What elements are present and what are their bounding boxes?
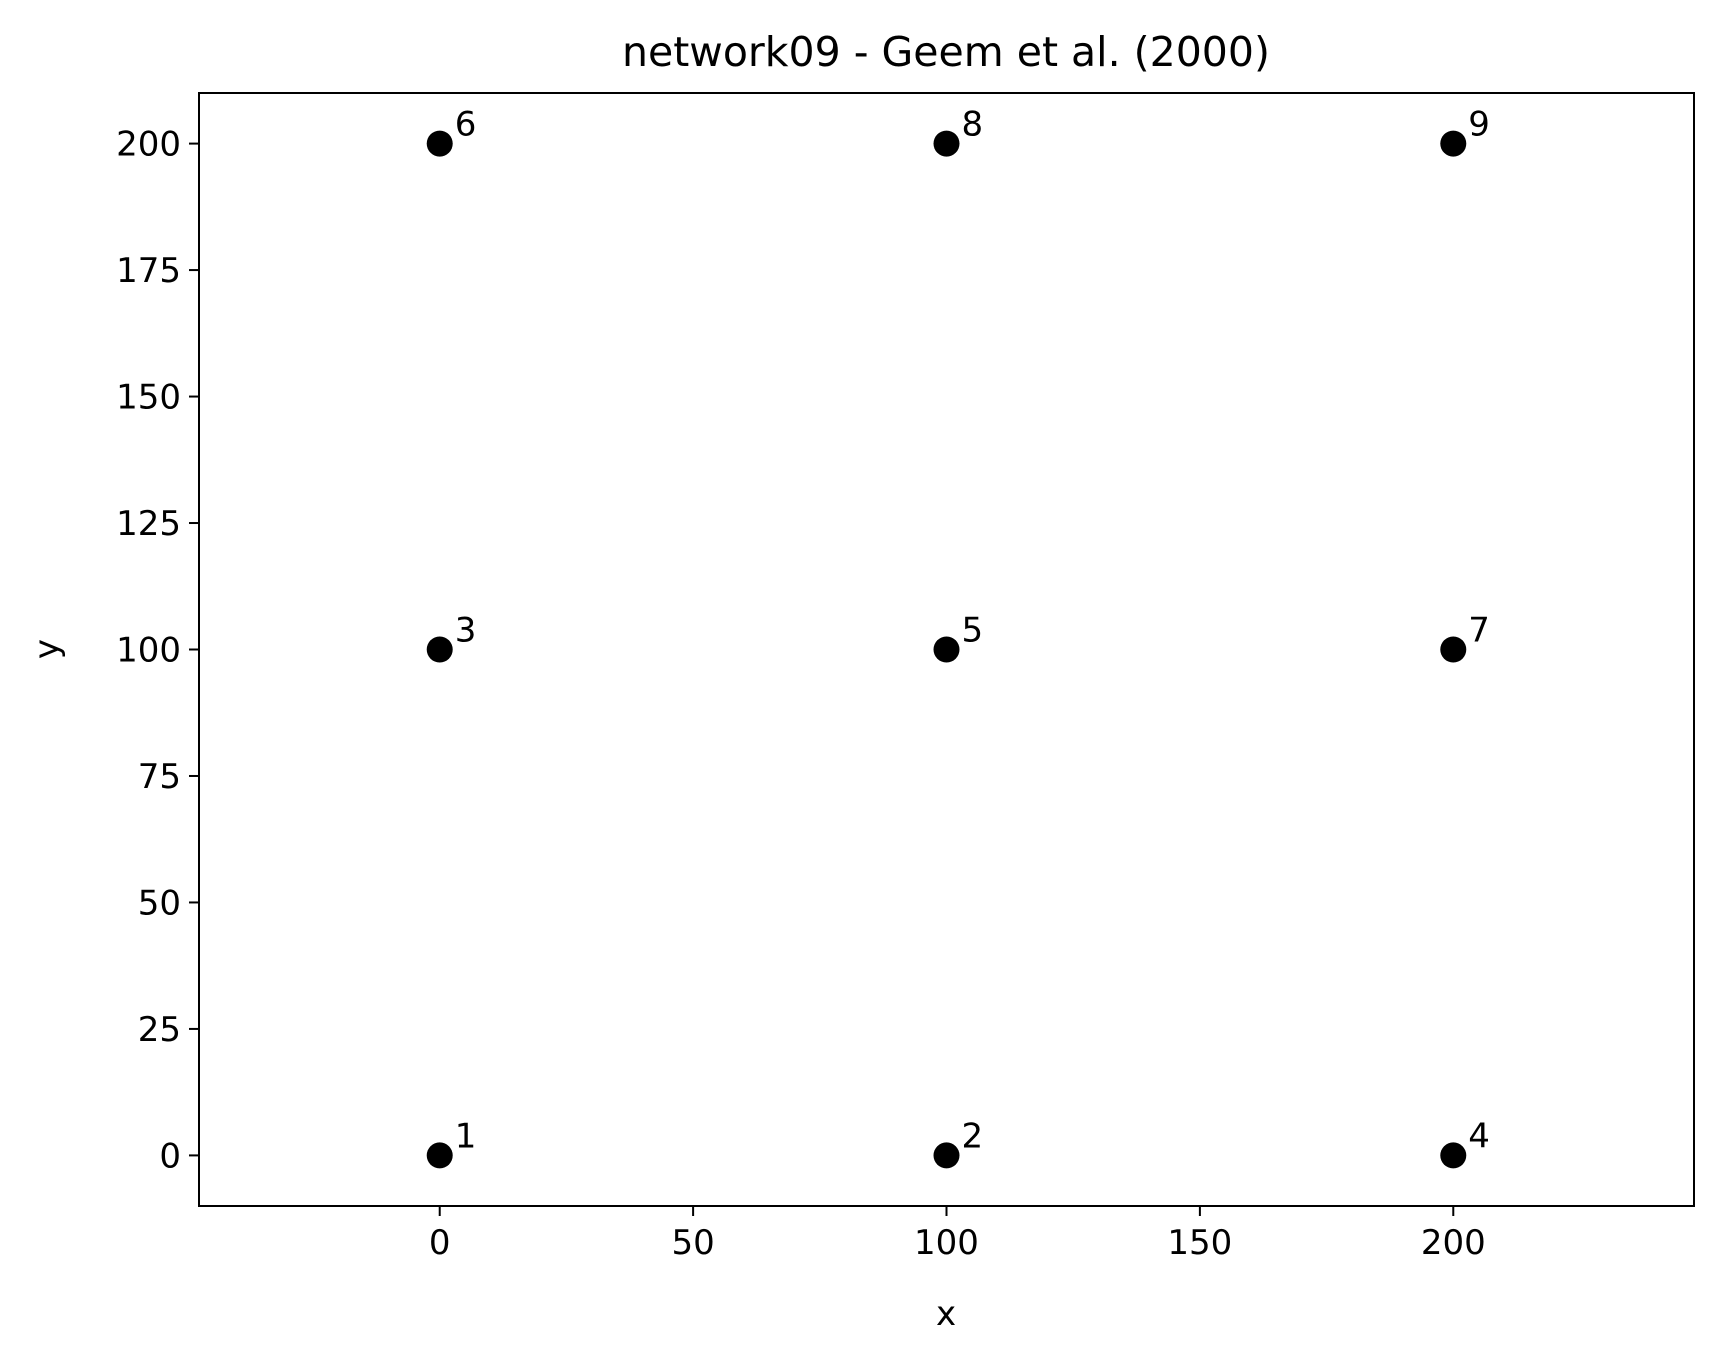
data-point — [1440, 636, 1467, 663]
x-tick-label: 100 — [914, 1223, 979, 1263]
y-tick-label: 0 — [159, 1136, 181, 1176]
chart-title: network09 - Geem et al. (2000) — [622, 28, 1270, 76]
data-point — [933, 636, 960, 663]
y-tick-label: 50 — [138, 883, 181, 923]
y-tick-label: 150 — [116, 378, 181, 418]
y-tick-label: 100 — [116, 631, 181, 671]
y-tick-label: 200 — [116, 125, 181, 165]
x-tick-label: 150 — [1167, 1223, 1232, 1263]
x-tick-label: 0 — [429, 1223, 451, 1263]
data-point-label: 3 — [455, 611, 477, 651]
data-point-label: 9 — [1468, 105, 1490, 145]
data-point-label: 7 — [1468, 611, 1490, 651]
data-point — [933, 1142, 960, 1169]
y-tick-label: 175 — [116, 251, 181, 291]
data-point — [933, 130, 960, 157]
x-tick-label: 50 — [671, 1223, 714, 1263]
y-tick-label: 125 — [116, 504, 181, 544]
y-tick-label: 25 — [138, 1010, 181, 1050]
data-point-label: 5 — [962, 611, 984, 651]
data-point-label: 4 — [1468, 1116, 1490, 1156]
x-tick-label: 200 — [1421, 1223, 1486, 1263]
y-axis: 0 25 50 75 100 125 150 175 200 — [116, 125, 199, 1176]
data-point — [426, 636, 453, 663]
data-point — [426, 130, 453, 157]
data-point — [1440, 1142, 1467, 1169]
data-point-label: 8 — [962, 105, 984, 145]
y-tick-label: 75 — [138, 757, 181, 797]
data-point-label: 6 — [455, 105, 477, 145]
data-point — [426, 1142, 453, 1169]
data-point — [1440, 130, 1467, 157]
data-points: 1 2 3 4 5 6 7 8 9 — [426, 105, 1490, 1169]
data-point-label: 2 — [962, 1116, 984, 1156]
x-axis-label: x — [936, 1294, 956, 1334]
x-axis: 0 50 100 150 200 — [429, 1206, 1486, 1263]
data-point-label: 1 — [455, 1116, 477, 1156]
y-axis-label: y — [27, 639, 67, 659]
